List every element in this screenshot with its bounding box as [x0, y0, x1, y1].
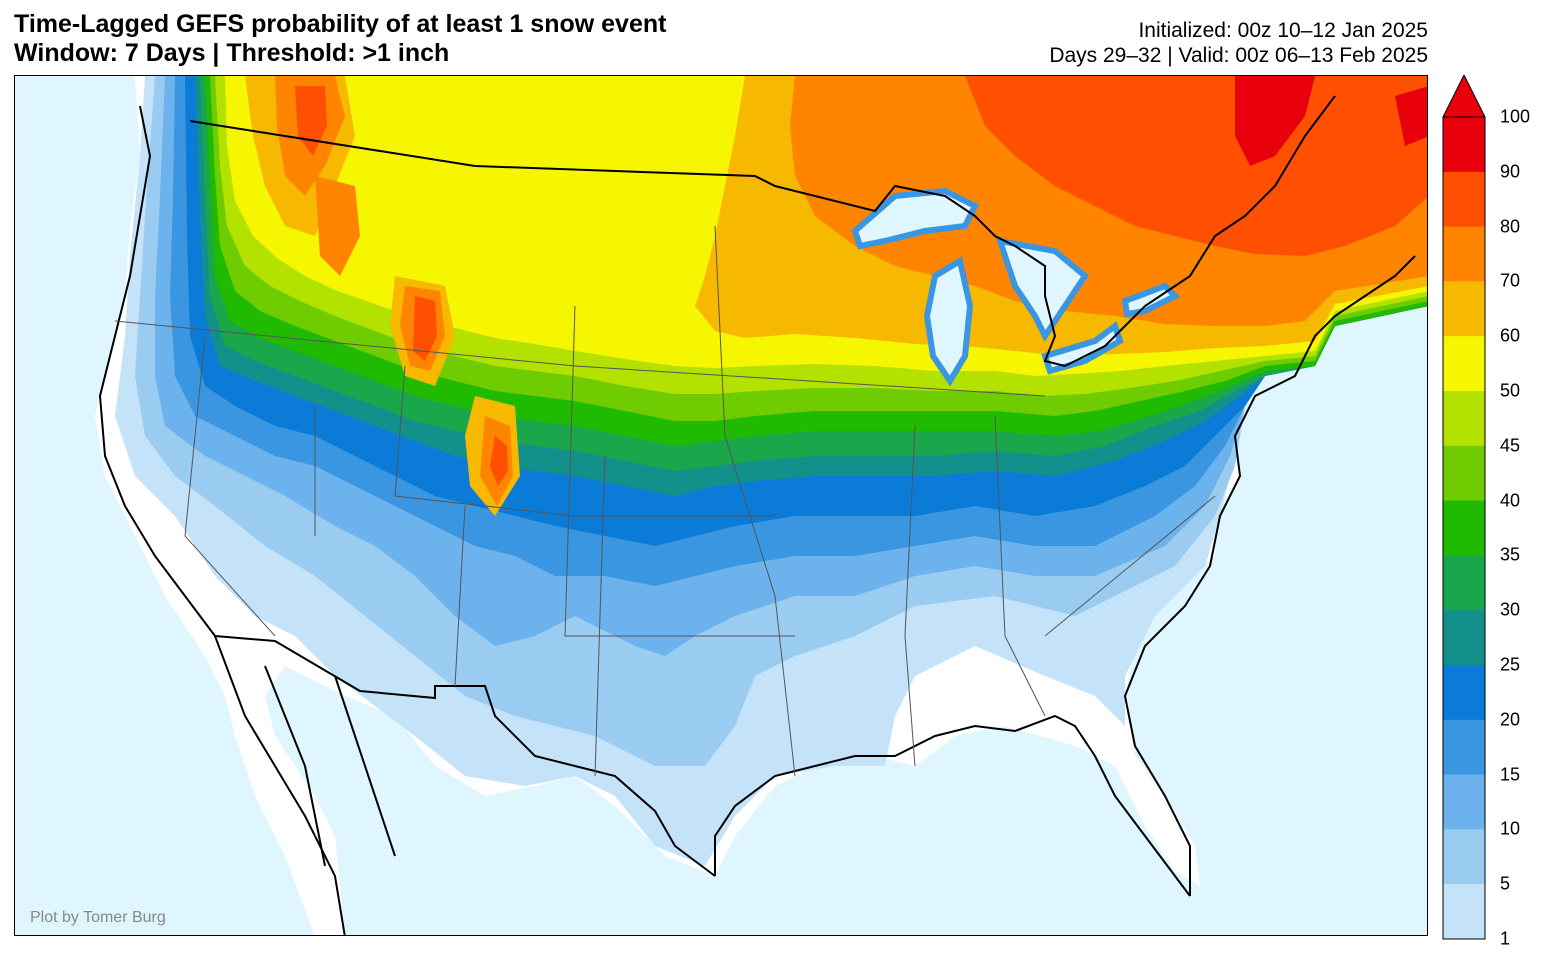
colorbar-frame	[1442, 116, 1486, 940]
title-line-2: Window: 7 Days | Threshold: >1 inch	[14, 39, 450, 67]
valid-text: Days 29–32 | Valid: 00z 06–13 Feb 2025	[1049, 44, 1428, 67]
state-lines	[114, 225, 1216, 777]
baja-coast	[264, 665, 396, 867]
lake-ontario	[1121, 282, 1181, 318]
colorbar-tick-label: 15	[1500, 764, 1521, 785]
colorbar-tick-label: 35	[1500, 544, 1521, 565]
colorbar-tick-label: 100	[1500, 106, 1531, 127]
title-line-1: Time-Lagged GEFS probability of at least…	[14, 10, 667, 38]
colorbar-band-10	[1443, 829, 1485, 885]
colorbar-band-35	[1443, 555, 1485, 611]
probability-map	[95, 76, 1427, 935]
colorbar-tick-label: 10	[1500, 818, 1521, 839]
colorbar-tick-label: 1	[1500, 928, 1511, 949]
map-panel: Plot by Tomer Burg	[14, 75, 1428, 936]
colorbar-band-80	[1443, 226, 1485, 282]
colorbar-tick-label: 90	[1500, 161, 1521, 182]
colorbar-band-25	[1443, 665, 1485, 721]
colorbar-tick-label: 40	[1500, 490, 1521, 511]
colorbar-bands	[1443, 117, 1485, 940]
colorbar-band-5	[1443, 884, 1485, 940]
colorbar-overflow-arrow	[1442, 75, 1486, 118]
colorbar-tick-label: 45	[1500, 435, 1521, 456]
color-legend: 100 90 80 70 60 50 45 40 35 30 25 20 15 10 5 1	[1442, 75, 1542, 949]
colorbar-tick-label: 70	[1500, 270, 1521, 291]
mexico-border	[214, 635, 716, 877]
colorbar-band-15	[1443, 774, 1485, 830]
colorbar-band-70	[1443, 281, 1485, 337]
colorbar-graphic	[1442, 75, 1486, 940]
map-title: Time-Lagged GEFS probability of at least…	[14, 10, 666, 68]
credit-text: Plot by Tomer Burg	[30, 909, 166, 926]
lake-michigan	[923, 256, 974, 387]
colorbar-tick-label: 25	[1500, 654, 1521, 675]
west-coast	[98, 105, 346, 935]
colorbar-band-100	[1443, 117, 1485, 173]
colorbar-band-40	[1443, 500, 1485, 556]
colorbar-tick-label: 30	[1500, 599, 1521, 620]
lake-erie	[1041, 321, 1124, 375]
zone-80-90	[295, 76, 1427, 486]
colorbar-band-50	[1443, 391, 1485, 447]
east-coast	[1123, 255, 1416, 896]
lake-huron	[995, 237, 1089, 342]
canada-border	[189, 95, 1336, 368]
initialized-text: Initialized: 00z 10–12 Jan 2025	[1138, 19, 1428, 42]
lake-superior	[851, 187, 980, 250]
zone-90-100	[1235, 76, 1427, 166]
colorbar-tick-label: 5	[1500, 873, 1511, 894]
colorbar-tick-label: 50	[1500, 380, 1521, 401]
colorbar-tick-label: 80	[1500, 216, 1521, 237]
colorbar-band-90	[1443, 171, 1485, 228]
colorbar-band-45	[1443, 445, 1485, 502]
colorbar-tick-label: 60	[1500, 325, 1521, 346]
colorbar-band-60	[1443, 336, 1485, 392]
colorbar-tick-label: 20	[1500, 709, 1521, 730]
colorbar-band-30	[1443, 610, 1485, 666]
colorbar-band-20	[1443, 719, 1485, 776]
gulf-coast	[714, 714, 1191, 897]
run-info: Initialized: 00z 10–12 Jan 2025 Days 29–…	[1049, 18, 1428, 68]
